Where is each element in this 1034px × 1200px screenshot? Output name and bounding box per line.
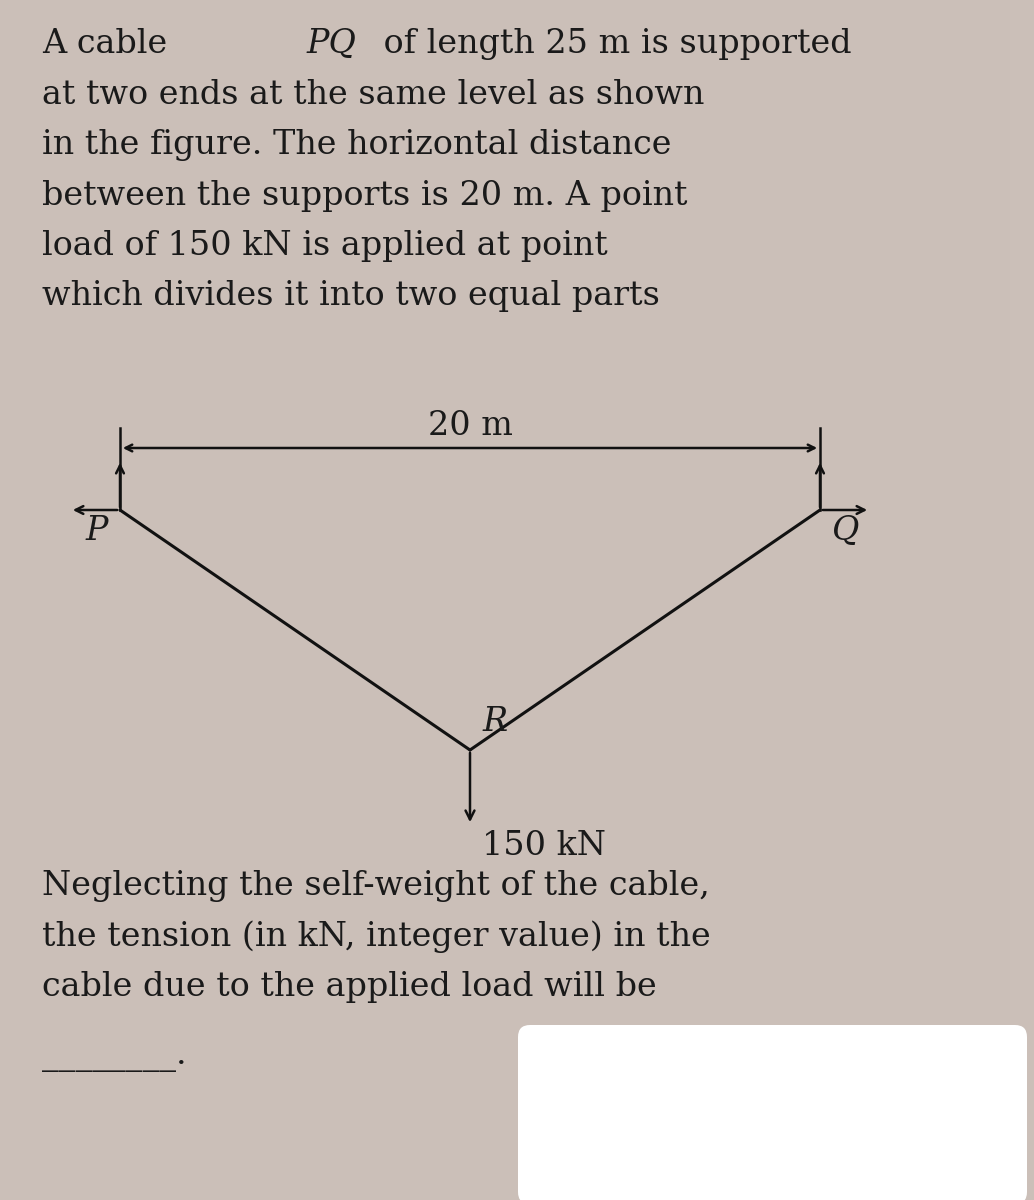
Text: in the figure. The horizontal distance: in the figure. The horizontal distance [42, 128, 671, 161]
Text: between the supports is 20 m. A point: between the supports is 20 m. A point [42, 180, 688, 211]
Text: cable due to the applied load will be: cable due to the applied load will be [42, 971, 657, 1003]
Text: the tension (in kN, integer value) in the: the tension (in kN, integer value) in th… [42, 920, 710, 953]
Text: Q: Q [832, 515, 859, 547]
Text: R: R [482, 706, 507, 738]
Text: 150 kN: 150 kN [482, 830, 606, 862]
Text: which divides it into two equal parts: which divides it into two equal parts [42, 281, 660, 312]
Text: A cable: A cable [42, 28, 178, 60]
FancyBboxPatch shape [518, 1025, 1027, 1200]
Text: PQ: PQ [307, 28, 357, 60]
Text: ________.: ________. [42, 1039, 186, 1072]
Text: 20 m: 20 m [428, 410, 513, 442]
Text: of length 25 m is supported: of length 25 m is supported [373, 28, 852, 60]
Text: load of 150 kN is applied at point: load of 150 kN is applied at point [42, 230, 618, 262]
Text: at two ends at the same level as shown: at two ends at the same level as shown [42, 78, 704, 110]
Text: P: P [86, 515, 108, 547]
Text: Neglecting the self-weight of the cable,: Neglecting the self-weight of the cable, [42, 870, 709, 902]
